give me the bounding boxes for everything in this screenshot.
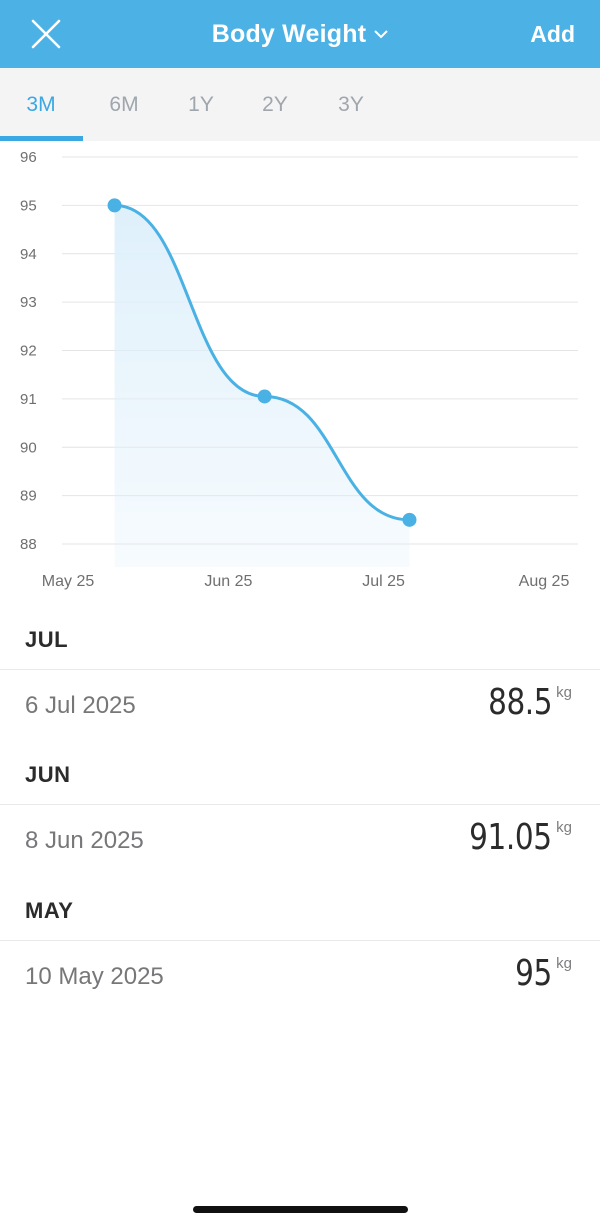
divider (0, 669, 600, 670)
title-dropdown[interactable]: Body Weight (212, 20, 389, 49)
entry-value: 95 (515, 953, 552, 994)
y-tick-label: 89 (20, 488, 37, 505)
y-tick-label: 93 (20, 294, 37, 311)
data-point (402, 512, 417, 527)
entry-row[interactable]: 8 Jun 2025 91.05 kg (0, 805, 600, 880)
month-header-jun: JUN (25, 762, 71, 787)
entry-date: 10 May 2025 (25, 963, 164, 990)
y-tick-label: 92 (20, 343, 37, 360)
month-header-jul: JUL (25, 627, 69, 652)
top-bar: Body Weight Add (0, 0, 600, 68)
weight-chart-svg: 96 95 94 93 92 91 90 89 88 May 25 Jun 25 Jul 25 Aug … (20, 149, 578, 590)
y-tick-label: 95 (20, 197, 37, 214)
series-area (114, 205, 410, 567)
entry-value: 88.5 (487, 682, 552, 723)
entry-date: 8 Jun 2025 (25, 827, 144, 854)
tab-1y[interactable]: 1Y (188, 92, 214, 116)
page-title: Body Weight (211, 19, 367, 48)
x-tick-label: Jun 25 (204, 573, 252, 590)
entry-date: 6 Jul 2025 (25, 692, 136, 719)
y-tick-label: 94 (20, 246, 37, 263)
range-tabs: 3M 6M 1Y 2Y 3Y (0, 68, 600, 141)
entry-unit: kg (556, 684, 572, 701)
home-indicator[interactable] (193, 1206, 408, 1213)
y-tick-label: 90 (20, 439, 37, 456)
y-tick-label: 96 (20, 149, 37, 166)
entry-unit: kg (556, 819, 572, 836)
divider (0, 804, 600, 805)
tab-6m[interactable]: 6M (109, 92, 139, 116)
entry-row[interactable]: 6 Jul 2025 88.5 kg (0, 670, 600, 745)
close-button[interactable] (26, 14, 66, 54)
x-tick-label: Jul 25 (362, 573, 405, 590)
y-tick-label: 91 (20, 391, 37, 408)
divider (0, 940, 600, 941)
close-icon (31, 19, 61, 49)
chevron-down-icon (374, 30, 388, 39)
weight-chart: 96 95 94 93 92 91 90 89 88 May 25 Jun 25 Jul 25 Aug … (0, 141, 600, 611)
entry-row[interactable]: 10 May 2025 95 kg (0, 941, 600, 1016)
entry-value: 91.05 (469, 817, 553, 858)
data-point (107, 198, 122, 213)
x-tick-label: May 25 (42, 573, 95, 590)
data-point (257, 389, 272, 404)
active-tab-indicator (0, 136, 83, 141)
x-tick-label: Aug 25 (519, 573, 570, 590)
tab-2y[interactable]: 2Y (262, 92, 288, 116)
entry-unit: kg (556, 955, 572, 972)
tab-3m[interactable]: 3M (26, 92, 56, 116)
month-header-may: MAY (25, 898, 74, 923)
add-button[interactable]: Add (530, 20, 575, 47)
y-tick-label: 88 (20, 536, 37, 553)
tab-3y[interactable]: 3Y (338, 92, 364, 116)
